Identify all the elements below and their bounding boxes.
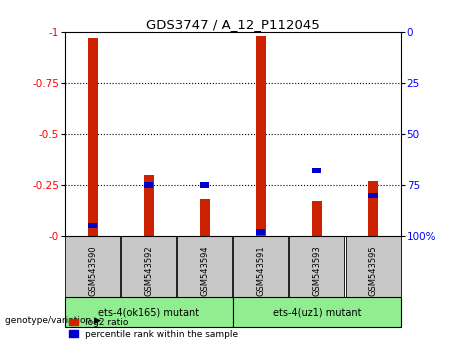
FancyBboxPatch shape xyxy=(233,236,288,297)
Text: ets-4(ok165) mutant: ets-4(ok165) mutant xyxy=(98,307,199,317)
Bar xyxy=(144,175,154,236)
FancyBboxPatch shape xyxy=(177,236,232,297)
Text: GSM543592: GSM543592 xyxy=(144,246,153,296)
Bar xyxy=(256,229,266,235)
Text: GSM543591: GSM543591 xyxy=(256,246,266,296)
Bar xyxy=(256,36,266,236)
FancyBboxPatch shape xyxy=(346,236,401,297)
FancyBboxPatch shape xyxy=(290,236,344,297)
Text: ets-4(uz1) mutant: ets-4(uz1) mutant xyxy=(273,307,361,317)
Bar xyxy=(200,199,210,236)
FancyBboxPatch shape xyxy=(233,297,401,326)
Legend: log2 ratio, percentile rank within the sample: log2 ratio, percentile rank within the s… xyxy=(69,318,238,339)
FancyBboxPatch shape xyxy=(65,297,233,326)
Text: GSM543590: GSM543590 xyxy=(88,246,97,296)
Text: GSM543594: GSM543594 xyxy=(200,246,209,296)
Text: GSM543593: GSM543593 xyxy=(313,245,321,296)
Bar xyxy=(88,223,97,228)
Bar xyxy=(88,38,98,236)
Bar xyxy=(313,168,321,173)
FancyBboxPatch shape xyxy=(65,236,120,297)
Title: GDS3747 / A_12_P112045: GDS3747 / A_12_P112045 xyxy=(146,18,319,31)
Bar xyxy=(312,201,322,236)
FancyBboxPatch shape xyxy=(121,236,176,297)
Text: genotype/variation ▶: genotype/variation ▶ xyxy=(5,316,100,325)
Bar xyxy=(144,182,153,188)
Bar xyxy=(200,182,209,188)
Bar xyxy=(368,181,378,236)
Text: GSM543595: GSM543595 xyxy=(368,246,378,296)
Bar xyxy=(368,193,378,198)
